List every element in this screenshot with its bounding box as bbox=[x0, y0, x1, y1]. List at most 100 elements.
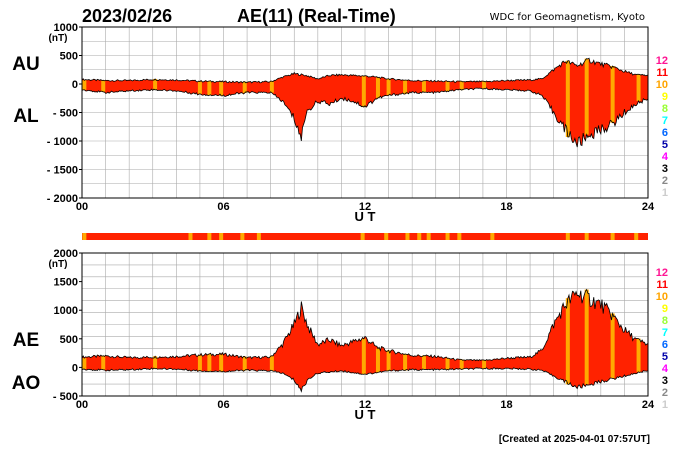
y-tick-label: - 500 bbox=[53, 391, 78, 403]
y-tick-label: 500 bbox=[60, 51, 78, 63]
status-bar-mark bbox=[82, 233, 87, 240]
legend-label-9: 9 bbox=[662, 91, 668, 103]
legend-label-2: 2 bbox=[662, 175, 668, 187]
stripe-mark bbox=[219, 354, 224, 372]
stripe-mark bbox=[207, 81, 212, 96]
quality-status-bar bbox=[82, 233, 648, 240]
legend-label-8: 8 bbox=[662, 315, 668, 327]
x-tick-label: 24 bbox=[642, 399, 655, 411]
stripe-mark bbox=[82, 80, 87, 90]
stripe-mark bbox=[636, 338, 641, 372]
legend-label-9: 9 bbox=[662, 303, 668, 315]
stripe-mark bbox=[421, 80, 426, 93]
au-al-y-ticks: 1000 500 0 - 500 - 1000 - 1500 - 2000 bbox=[47, 22, 82, 205]
ae-ao-plot bbox=[81, 288, 649, 393]
stripe-mark bbox=[459, 359, 464, 370]
x-tick-label: 24 bbox=[642, 201, 655, 213]
y-tick-label: - 500 bbox=[53, 108, 78, 120]
status-bar-mark bbox=[426, 233, 431, 240]
legend-label-8: 8 bbox=[662, 103, 668, 115]
legend-label-6: 6 bbox=[662, 127, 668, 139]
y-tick-label: - 1500 bbox=[47, 165, 78, 177]
ae-label: AE bbox=[13, 330, 39, 351]
au-al-x-ticks: 00 06 12 18 24 bbox=[76, 201, 655, 213]
y-tick-label: 1000 bbox=[54, 305, 78, 317]
x-tick-label: 00 bbox=[76, 201, 88, 213]
legend-label-12: 12 bbox=[656, 55, 668, 67]
stripe-mark bbox=[421, 355, 426, 370]
status-bar-mark bbox=[384, 233, 389, 240]
status-bar-mark bbox=[405, 233, 410, 240]
legend-label-12: 12 bbox=[656, 267, 668, 279]
stripe-mark bbox=[445, 81, 450, 92]
status-bar-mark bbox=[490, 233, 495, 240]
stripe-mark bbox=[361, 76, 366, 108]
legend-label-1: 1 bbox=[662, 399, 668, 411]
au-al-unit-label: (nT) bbox=[49, 33, 68, 44]
legend-label-11: 11 bbox=[656, 279, 668, 291]
y-tick-label: 1000 bbox=[54, 22, 78, 34]
stripe-mark bbox=[269, 355, 274, 371]
legend-label-1: 1 bbox=[662, 187, 668, 199]
x-tick-label: 06 bbox=[217, 201, 229, 213]
status-bar-mark bbox=[457, 233, 462, 240]
stripe-mark bbox=[610, 66, 615, 123]
created-timestamp: [Created at 2025-04-01 07:57UT] bbox=[499, 434, 650, 445]
legend-label-3: 3 bbox=[662, 163, 668, 175]
status-bar-mark bbox=[565, 233, 570, 240]
x-tick-label: 18 bbox=[500, 201, 512, 213]
legend-label-11: 11 bbox=[656, 67, 668, 79]
status-bar-fill bbox=[82, 233, 648, 240]
y-tick-label: 0 bbox=[72, 79, 78, 91]
stripe-mark bbox=[269, 81, 274, 93]
al-series-line bbox=[81, 87, 649, 148]
al-label: AL bbox=[13, 106, 39, 127]
status-bar-mark bbox=[445, 233, 450, 240]
y-tick-label: 1500 bbox=[54, 277, 78, 289]
ao-label: AO bbox=[12, 373, 41, 394]
stripe-mark bbox=[101, 355, 106, 370]
ae-series-line bbox=[81, 288, 649, 362]
stripe-mark bbox=[584, 58, 589, 135]
source-label: WDC for Geomagnetism, Kyoto bbox=[490, 12, 645, 23]
x-tick-label: 06 bbox=[217, 399, 229, 411]
y-tick-label: 2000 bbox=[54, 248, 78, 260]
status-bar-mark bbox=[634, 233, 639, 240]
x-tick-label: 12 bbox=[359, 201, 371, 213]
stripe-mark bbox=[482, 81, 487, 89]
stripe-mark bbox=[153, 78, 158, 90]
y-tick-label: - 2000 bbox=[47, 193, 78, 205]
legend-label-7: 7 bbox=[662, 327, 668, 339]
stripe-mark bbox=[482, 360, 487, 369]
au-label: AU bbox=[12, 54, 39, 75]
x-tick-label: 18 bbox=[500, 399, 512, 411]
y-tick-label: 500 bbox=[60, 334, 78, 346]
legend-label-5: 5 bbox=[662, 139, 668, 151]
status-bar-mark bbox=[240, 233, 245, 240]
stripe-mark bbox=[403, 353, 408, 371]
stripe-mark bbox=[403, 80, 408, 94]
au-al-x-axis-label: U T bbox=[355, 209, 376, 224]
stripe-mark bbox=[636, 74, 641, 101]
stripe-mark bbox=[242, 356, 247, 371]
stripe-mark bbox=[565, 298, 570, 385]
status-bar-mark bbox=[584, 233, 589, 240]
x-tick-label: 12 bbox=[359, 399, 371, 411]
date-label: 2023/02/26 bbox=[82, 6, 172, 26]
stripe-mark bbox=[459, 81, 464, 91]
legend-label-6: 6 bbox=[662, 339, 668, 351]
ae-ao-x-axis-label: U T bbox=[355, 407, 376, 422]
status-bar-mark bbox=[360, 233, 365, 240]
ae-ao-y-ticks: 2000 1500 1000 500 0 - 500 bbox=[53, 248, 82, 403]
y-tick-label: - 1000 bbox=[47, 136, 78, 148]
stripe-mark bbox=[207, 353, 212, 372]
stripe-mark bbox=[386, 350, 391, 371]
stripe-mark bbox=[375, 77, 380, 98]
au-al-plot bbox=[81, 57, 649, 148]
au-series-line bbox=[81, 57, 649, 84]
status-bar-mark bbox=[219, 233, 224, 240]
legend-label-10: 10 bbox=[656, 79, 668, 91]
stripe-mark bbox=[584, 289, 589, 385]
status-bar-mark bbox=[610, 233, 615, 240]
